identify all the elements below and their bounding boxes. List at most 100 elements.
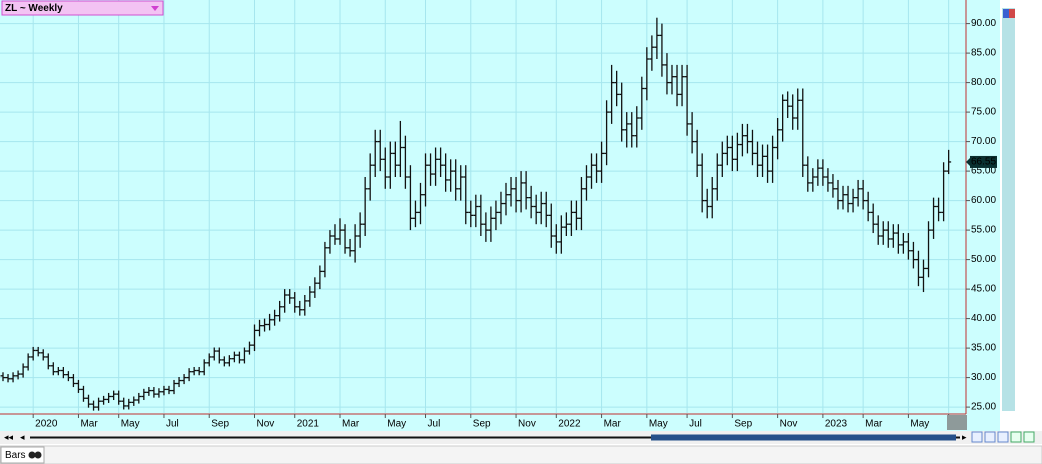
ohlc-bar xyxy=(312,277,318,298)
ohlc-bar xyxy=(60,366,66,379)
ohlc-bar xyxy=(614,70,620,107)
ohlc-bar xyxy=(543,191,549,228)
scroll-start-button[interactable]: ◂◂ xyxy=(4,432,14,442)
side-icon[interactable] xyxy=(1009,9,1015,18)
ohlc-bar xyxy=(317,265,323,290)
ohlc-bar xyxy=(15,370,21,380)
ohlc-bar xyxy=(277,300,283,322)
ohlc-bar xyxy=(186,368,192,382)
ohlc-bar xyxy=(438,147,444,177)
title-box[interactable]: ZL ~ Weekly xyxy=(1,0,164,16)
scrollbar: ◂◂ ◂ ▸ xyxy=(0,431,1042,444)
x-tick-label: Nov xyxy=(780,419,798,430)
ohlc-bar xyxy=(910,241,916,269)
ohlc-bar xyxy=(639,76,645,130)
ohlc-bar xyxy=(790,94,796,130)
dropdown-arrow[interactable] xyxy=(151,6,159,11)
toolbar-button[interactable] xyxy=(997,431,1009,443)
ohlc-bar xyxy=(558,215,564,254)
mode-icon xyxy=(34,451,42,459)
scroll-right-button[interactable]: ▸ xyxy=(962,432,967,442)
ohlc-bar xyxy=(176,377,182,388)
ohlc-bar xyxy=(619,82,625,142)
ohlc-bar xyxy=(946,149,952,175)
x-tick-label: May xyxy=(649,419,668,430)
ohlc-bar xyxy=(739,123,745,157)
ohlc-bar xyxy=(146,387,152,396)
ohlc-bar xyxy=(719,141,725,177)
side-strip xyxy=(1002,8,1015,411)
y-tick-label: 65.00 xyxy=(971,166,996,177)
ohlc-bar xyxy=(553,224,559,254)
ohlc-bar xyxy=(936,197,942,222)
toolbar-button[interactable] xyxy=(971,431,983,443)
y-tick-label: 45.00 xyxy=(971,284,996,295)
ohlc-bar xyxy=(20,363,26,378)
scroll-left-button[interactable]: ◂ xyxy=(20,432,25,442)
ohlc-bar xyxy=(206,353,212,367)
x-tick-label: Mar xyxy=(80,419,98,430)
ohlc-bar xyxy=(503,182,509,216)
last-price-box xyxy=(970,155,997,168)
ohlc-bar xyxy=(141,388,147,401)
ohlc-bar xyxy=(624,112,630,148)
ohlc-bar xyxy=(80,385,86,402)
x-tick-label: Mar xyxy=(865,419,883,430)
ohlc-bar xyxy=(407,165,413,231)
ohlc-bar xyxy=(815,159,821,186)
ohlc-bar xyxy=(825,168,831,192)
ohlc-bar xyxy=(548,203,554,248)
toolbar-button[interactable] xyxy=(1023,431,1035,443)
title-background xyxy=(1,0,164,16)
ohlc-bar xyxy=(775,118,781,160)
ohlc-bar xyxy=(347,238,353,257)
ohlc-bar xyxy=(704,188,710,219)
ohlc-bar xyxy=(855,179,861,207)
ohlc-bar xyxy=(468,200,474,228)
ohlc-bar xyxy=(709,177,715,219)
x-tick-label: 2021 xyxy=(297,419,320,430)
ohlc-bar xyxy=(191,366,197,376)
ohlc-bar xyxy=(860,179,866,210)
ohlc-bar xyxy=(337,218,343,245)
ohlc-bar xyxy=(734,132,740,172)
ohlc-bar xyxy=(498,191,504,225)
ohlc-bar xyxy=(106,392,112,403)
ohlc-bar xyxy=(45,353,51,370)
bars xyxy=(0,17,952,411)
ohlc-bar xyxy=(412,200,418,228)
side-icon[interactable] xyxy=(1003,9,1009,18)
x-tick-label: Jul xyxy=(689,419,702,430)
ohlc-bar xyxy=(257,319,263,337)
ohlc-bar xyxy=(327,230,333,254)
ohlc-bar xyxy=(246,341,252,355)
scroll-thumb[interactable] xyxy=(651,434,956,441)
ohlc-bar xyxy=(181,374,187,385)
ohlc-bar xyxy=(749,129,755,166)
ohlc-bar xyxy=(121,397,127,410)
ohlc-bar xyxy=(760,144,766,177)
mode-icon xyxy=(28,451,36,459)
y-tick-label: 75.00 xyxy=(971,107,996,118)
x-tick-label: 2023 xyxy=(825,419,848,430)
x-tick-label: Mar xyxy=(342,419,360,430)
toolbar-button[interactable] xyxy=(1010,431,1022,443)
ohlc-bar xyxy=(332,224,338,245)
ohlc-bar xyxy=(694,129,700,177)
x-tick-label: May xyxy=(387,419,406,430)
last-price-label: 66.55 xyxy=(971,157,996,168)
ohlc-bar xyxy=(397,120,403,177)
ohlc-bar xyxy=(126,398,132,410)
ohlc-bar xyxy=(830,174,836,198)
ohlc-bar xyxy=(870,203,876,234)
ohlc-bar xyxy=(5,374,11,383)
ohlc-bar xyxy=(35,346,41,357)
ohlc-bar xyxy=(890,224,896,248)
ohlc-bar xyxy=(322,241,328,278)
ohlc-bar xyxy=(433,147,439,186)
ohlc-bar xyxy=(744,123,750,154)
ohlc-bar xyxy=(920,259,926,293)
toolbar-button[interactable] xyxy=(984,431,996,443)
y-tick-label: 40.00 xyxy=(971,313,996,324)
mode-tab[interactable] xyxy=(0,446,45,464)
